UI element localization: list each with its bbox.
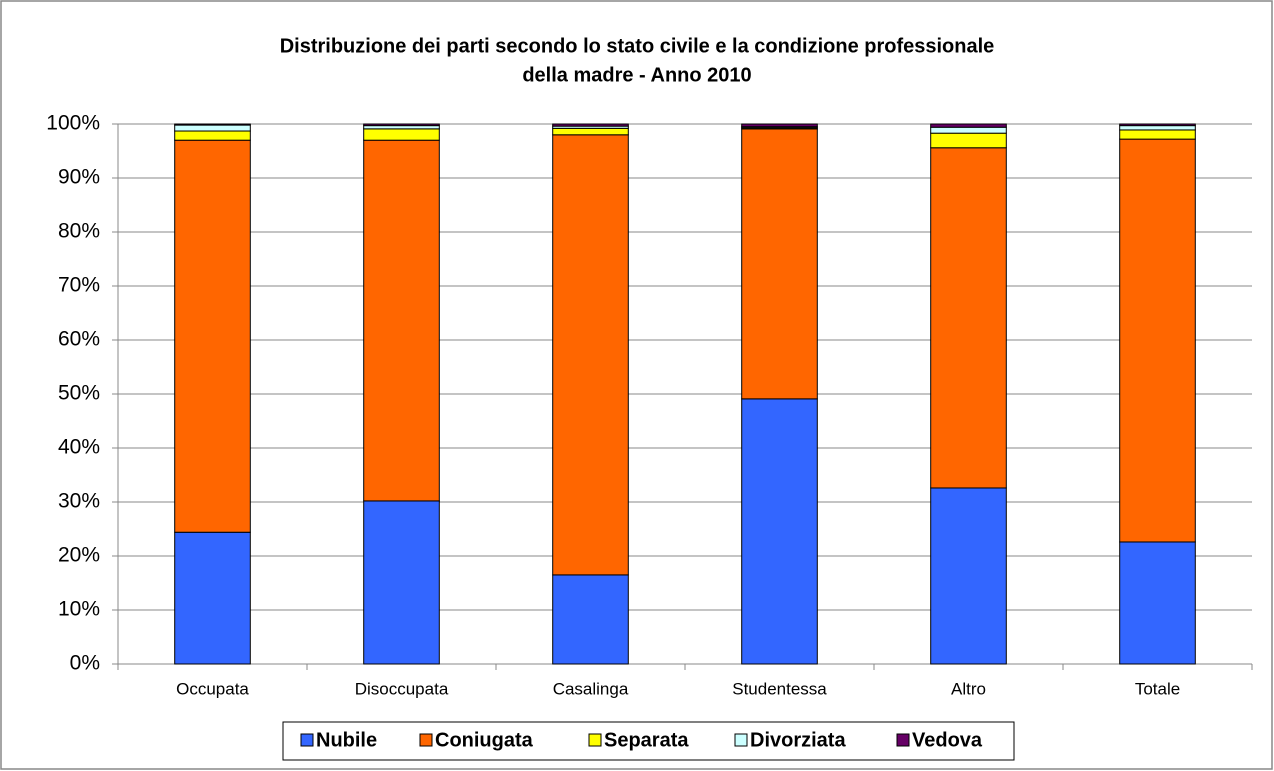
- x-tick-label: Totale: [1135, 679, 1180, 698]
- legend-swatch: [419, 733, 433, 747]
- legend-swatch: [734, 733, 748, 747]
- x-tick-label: Casalinga: [553, 679, 629, 698]
- bar-segment: [930, 147, 1007, 489]
- y-tick-label: 90%: [58, 166, 100, 189]
- bar-segment: [930, 487, 1007, 665]
- y-tick-label: 50%: [58, 382, 100, 405]
- legend-swatch: [588, 733, 602, 747]
- bar-segment: [741, 123, 818, 128]
- legend-box: [282, 721, 1015, 761]
- bar-segment: [174, 130, 251, 141]
- bar-segment: [174, 123, 251, 126]
- bar-segment: [930, 123, 1007, 128]
- x-tick-label: Occupata: [176, 679, 249, 698]
- bar-segment: [930, 126, 1007, 134]
- legend-label: Nubile: [316, 729, 377, 751]
- bar-segment: [1119, 541, 1196, 665]
- bar-segment: [363, 500, 440, 665]
- bar-segment: [363, 123, 440, 127]
- bar-segment: [1119, 123, 1196, 127]
- y-tick-label: 100%: [46, 112, 100, 135]
- y-tick-label: 20%: [58, 544, 100, 567]
- x-tick-label: Altro: [951, 679, 986, 698]
- bar-segment: [552, 134, 629, 576]
- chart-title: della madre - Anno 2010: [522, 64, 751, 86]
- bar-segment: [174, 531, 251, 665]
- bar-segment: [552, 123, 629, 127]
- y-tick-label: 10%: [58, 598, 100, 621]
- chart-title: Distribuzione dei parti secondo lo stato…: [280, 35, 995, 57]
- x-tick-label: Studentessa: [732, 679, 827, 698]
- bar-segment: [1119, 125, 1196, 131]
- y-tick-label: 70%: [58, 274, 100, 297]
- bar-segment: [552, 574, 629, 665]
- y-tick-label: 80%: [58, 220, 100, 243]
- legend-swatch: [896, 733, 910, 747]
- bar-segment: [1119, 129, 1196, 140]
- legend-label: Divorziata: [750, 729, 846, 751]
- legend-label: Coniugata: [435, 729, 534, 751]
- bar-segment: [552, 127, 629, 136]
- bar-segment: [363, 139, 440, 502]
- bar-segment: [174, 139, 251, 533]
- bar-segment: [741, 128, 818, 400]
- bar-segment: [1119, 138, 1196, 543]
- legend-label: Vedova: [912, 729, 983, 751]
- y-tick-label: 40%: [58, 436, 100, 459]
- x-tick-label: Disoccupata: [355, 679, 449, 698]
- y-tick-label: 0%: [70, 652, 100, 675]
- y-tick-label: 30%: [58, 490, 100, 513]
- bar-segment: [930, 132, 1007, 149]
- bar-segment: [741, 398, 818, 665]
- y-tick-label: 60%: [58, 328, 100, 351]
- bar-segment: [174, 124, 251, 132]
- legend-label: Separata: [604, 729, 689, 751]
- legend-swatch: [300, 733, 314, 747]
- bar-segment: [363, 128, 440, 141]
